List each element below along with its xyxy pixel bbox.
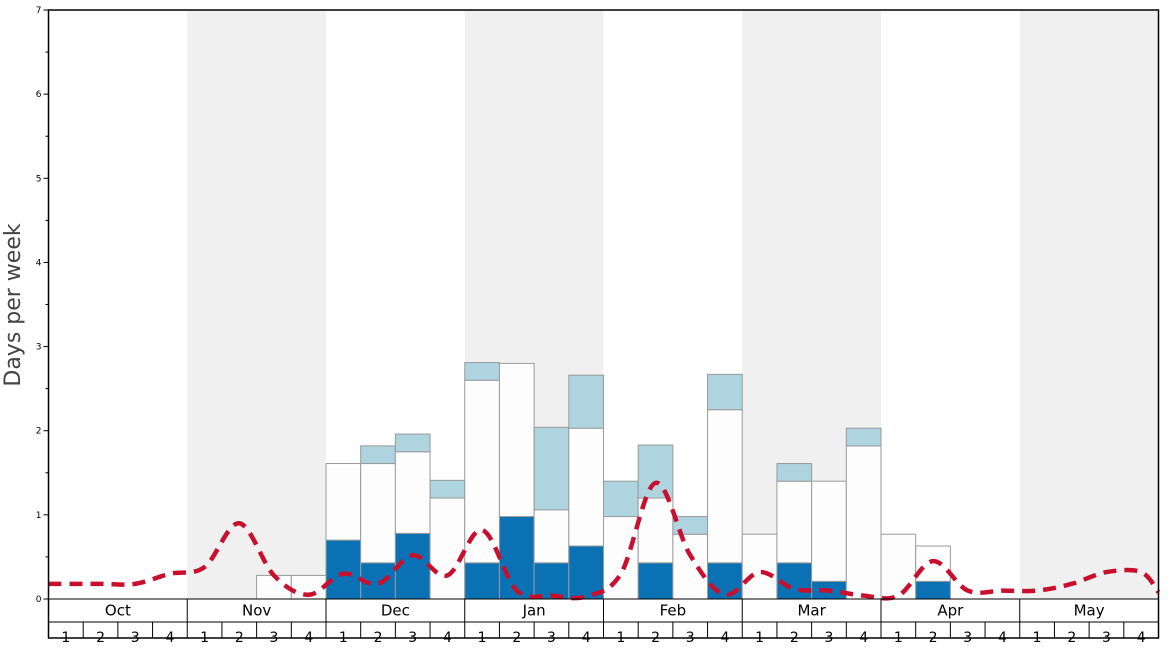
week-label-jan-1: 1: [478, 630, 487, 646]
month-label-feb: Feb: [660, 602, 687, 620]
bar-mar-week2-seg1: [776, 480, 813, 564]
bar-series: [256, 362, 951, 600]
month-label-mar: Mar: [797, 602, 826, 620]
week-label-feb-3: 3: [686, 630, 695, 646]
dashed-line-series: [48, 480, 1161, 601]
y-tick-label-3: 3: [36, 343, 42, 353]
week-label-mar-4: 4: [859, 630, 868, 646]
bar-dec-week4-seg1: [429, 479, 466, 499]
bar-dec-week1-seg0: [325, 539, 362, 600]
y-axis-label: Days per week: [1, 223, 26, 386]
bar-dec-week1-seg1: [325, 463, 362, 541]
bar-jan-week1-seg0: [464, 562, 500, 600]
week-label-oct-2: 2: [96, 630, 105, 646]
y-tick-label-0: 0: [36, 595, 42, 605]
month-label-oct: Oct: [105, 602, 131, 620]
month-shade-may: [1019, 10, 1159, 599]
bar-feb-week4-seg0: [707, 562, 743, 600]
week-label-oct-1: 1: [61, 630, 70, 646]
bar-feb-week2-seg0: [637, 562, 674, 600]
bar-mar-week4-seg1: [845, 427, 882, 447]
week-label-may-4: 4: [1137, 630, 1146, 646]
bar-apr-week2-seg0: [915, 580, 951, 600]
bar-jan-week4-seg2: [568, 374, 604, 429]
week-label-jan-3: 3: [547, 630, 556, 646]
y-tick-label-1: 1: [36, 511, 42, 521]
month-label-may: May: [1074, 602, 1105, 620]
week-label-dec-3: 3: [408, 630, 417, 646]
y-tick-label-2: 2: [36, 427, 42, 437]
week-label-mar-3: 3: [825, 630, 834, 646]
bar-jan-week2-seg1: [498, 362, 535, 518]
week-label-nov-1: 1: [200, 630, 209, 646]
week-label-may-2: 2: [1067, 630, 1076, 646]
bar-jan-week1-seg2: [464, 362, 500, 381]
bar-jan-week3-seg0: [533, 562, 570, 600]
bar-mar-week1-seg0: [741, 533, 778, 600]
month-shading: [187, 10, 1159, 599]
week-label-nov-4: 4: [304, 630, 313, 646]
bar-feb-week2-seg2: [637, 444, 674, 499]
month-label-nov: Nov: [242, 602, 271, 620]
week-label-jan-2: 2: [512, 630, 521, 646]
bar-jan-week4-seg1: [568, 427, 604, 547]
week-label-jan-4: 4: [582, 630, 591, 646]
week-axis: 1 2 3 4 1 2 3 4 1 2 3 4 1 2 3 4 1 2 3 4 1 2 3 4 1 2 3 4 1 2 3 4: [61, 622, 1146, 646]
week-label-dec-2: 2: [374, 630, 383, 646]
bar-apr-week1-seg0: [880, 533, 917, 600]
week-label-feb-4: 4: [720, 630, 729, 646]
bar-dec-week3-seg1: [394, 451, 431, 534]
bar-jan-week2-seg0: [498, 516, 535, 600]
bar-mar-week4-seg0: [845, 445, 882, 600]
month-axis: Oct Nov Dec Jan Feb Mar Apr May: [105, 599, 1105, 622]
week-label-oct-4: 4: [165, 630, 174, 646]
bar-jan-week1-seg1: [464, 379, 500, 564]
week-label-mar-1: 1: [755, 630, 764, 646]
week-label-nov-3: 3: [270, 630, 279, 646]
y-tick-label-5: 5: [36, 174, 42, 184]
month-label-dec: Dec: [381, 602, 410, 620]
bar-dec-week3-seg0: [394, 532, 431, 600]
week-label-apr-4: 4: [998, 630, 1007, 646]
week-label-dec-1: 1: [339, 630, 348, 646]
month-label-apr: Apr: [937, 602, 964, 620]
bar-mar-week2-seg2: [776, 463, 813, 482]
bar-jan-week3-seg1: [533, 509, 570, 564]
week-label-apr-2: 2: [929, 630, 938, 646]
week-label-dec-4: 4: [443, 630, 452, 646]
week-label-may-3: 3: [1102, 630, 1111, 646]
week-label-feb-2: 2: [651, 630, 660, 646]
bar-feb-week4-seg1: [707, 409, 743, 564]
bar-jan-week3-seg2: [533, 426, 570, 511]
week-label-apr-1: 1: [894, 630, 903, 646]
month-label-jan: Jan: [522, 602, 546, 620]
bar-feb-week4-seg2: [707, 373, 743, 411]
week-label-nov-2: 2: [235, 630, 244, 646]
bar-apr-week2-seg1: [915, 545, 951, 582]
week-label-feb-1: 1: [616, 630, 625, 646]
bar-feb-week1-seg0: [603, 516, 639, 600]
week-label-may-1: 1: [1033, 630, 1042, 646]
bar-dec-week4-seg0: [429, 497, 466, 600]
bar-mar-week3-seg1: [811, 480, 847, 582]
week-label-apr-3: 3: [963, 630, 972, 646]
bar-feb-week1-seg1: [603, 480, 639, 518]
bar-dec-week3-seg2: [394, 433, 431, 453]
y-tick-label-6: 6: [36, 90, 42, 100]
y-tick-label-7: 7: [36, 6, 42, 16]
month-shade-nov: [187, 10, 326, 599]
bar-feb-week3-seg0: [672, 533, 709, 600]
bar-dec-week2-seg1: [360, 463, 396, 564]
y-axis-ticks: 0 1 2 3 4 5 6 7: [36, 6, 49, 605]
bar-dec-week2-seg2: [360, 445, 396, 465]
y-tick-label-4: 4: [36, 258, 42, 268]
trend-line: [48, 480, 1161, 601]
week-label-oct-3: 3: [131, 630, 140, 646]
week-label-mar-2: 2: [790, 630, 799, 646]
